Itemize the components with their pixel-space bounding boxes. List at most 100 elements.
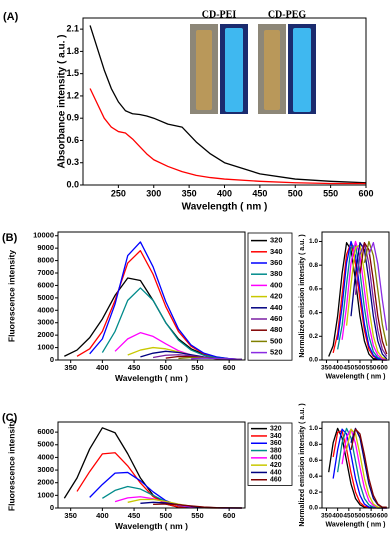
y-tick-label: 2.1 (66, 24, 79, 34)
legend-label: 320 (270, 425, 282, 432)
x-axis-label: Wavelength ( nm ) (325, 373, 385, 380)
y-tick-label: 4000 (37, 305, 54, 314)
x-tick-label: 450 (343, 364, 354, 371)
x-tick-label: 450 (343, 512, 354, 519)
y-tick-label: 1.0 (309, 425, 318, 432)
plot-frame (321, 421, 390, 509)
y-tick-label: 0.0 (309, 357, 318, 364)
y-tick-label: 0.4 (309, 309, 318, 316)
y-tick-label: 2000 (37, 330, 54, 339)
legend-label: 320 (270, 236, 283, 245)
x-tick-label: 500 (355, 512, 366, 519)
legend-label: 340 (270, 247, 283, 256)
legend-label: 420 (270, 292, 283, 301)
x-tick-label: 350 (321, 364, 332, 371)
y-tick-label: 8000 (37, 256, 54, 265)
legend-label: 400 (270, 280, 283, 289)
y-tick-label: 3000 (37, 465, 54, 474)
data-line (101, 287, 242, 361)
y-tick-label: 0.2 (309, 333, 318, 340)
x-tick-label: 450 (128, 511, 141, 520)
y-tick-label: 1.5 (66, 68, 79, 78)
legend-label: 380 (270, 447, 282, 454)
y-tick-label: 1.2 (66, 90, 79, 100)
legend-label: 340 (270, 433, 282, 440)
x-tick-label: 400 (217, 189, 232, 199)
annotation: CD-PEG (268, 9, 307, 20)
legend-label: 400 (270, 455, 282, 462)
x-tick-label: 550 (191, 511, 204, 520)
plot-frame (57, 231, 246, 361)
y-tick-label: 0.9 (66, 113, 79, 123)
legend-label: 360 (270, 258, 283, 267)
legend-label: 480 (270, 325, 283, 334)
y-tick-label: 1.0 (309, 238, 318, 245)
legend-label: 440 (270, 469, 282, 476)
data-line (89, 88, 366, 185)
x-tick-label: 300 (146, 189, 161, 199)
data-line (89, 241, 242, 361)
panel-label: (B) (2, 232, 18, 244)
y-tick-label: 5000 (37, 440, 54, 449)
y-tick-label: 1000 (37, 343, 54, 352)
legend-box (247, 422, 293, 486)
y-axis-label: Normalized emission intensity ( a.u. ) (299, 403, 306, 526)
y-tick-label: 9000 (37, 243, 54, 252)
y-axis-label: Fluorescence intensity (6, 419, 16, 511)
data-line (76, 452, 242, 509)
legend-label: 420 (270, 462, 282, 469)
y-tick-label: 0.4 (309, 473, 318, 480)
x-tick-label: 350 (182, 189, 197, 199)
x-tick-label: 400 (332, 512, 343, 519)
y-axis-label: Fluorescence intensity (6, 250, 16, 342)
x-axis-label: Wavelength ( nm ) (115, 373, 188, 383)
y-axis-label: Absorbance intensity ( a.u. ) (57, 35, 68, 169)
y-tick-label: 6000 (37, 427, 54, 436)
x-tick-label: 350 (64, 511, 77, 520)
y-tick-label: 0.6 (309, 286, 318, 293)
y-tick-label: 0.8 (309, 441, 318, 448)
x-axis-label: Wavelength ( nm ) (182, 202, 268, 213)
legend-label: 460 (270, 314, 283, 323)
x-tick-label: 500 (288, 189, 303, 199)
x-tick-label: 600 (377, 512, 388, 519)
x-tick-label: 500 (160, 363, 173, 372)
x-tick-label: 500 (355, 364, 366, 371)
y-tick-label: 3000 (37, 318, 54, 327)
x-tick-label: 550 (366, 512, 377, 519)
y-tick-label: 7000 (37, 268, 54, 277)
x-tick-label: 400 (96, 511, 109, 520)
y-tick-label: 0.8 (309, 262, 318, 269)
panel-label: (A) (3, 11, 19, 23)
y-tick-label: 1.8 (66, 46, 79, 56)
legend-label: 500 (270, 336, 283, 345)
y-tick-label: 0.3 (66, 157, 79, 167)
x-tick-label: 600 (358, 189, 373, 199)
x-axis-label: Wavelength ( nm ) (115, 521, 188, 531)
data-line (350, 242, 388, 360)
x-tick-label: 550 (191, 363, 204, 372)
legend-label: 520 (270, 348, 283, 357)
x-tick-label: 350 (321, 512, 332, 519)
y-tick-label: 2000 (37, 478, 54, 487)
vial-blue (293, 28, 311, 112)
panel-label: (C) (2, 412, 18, 424)
y-tick-label: 0.0 (309, 505, 318, 512)
y-tick-label: 0 (50, 503, 54, 512)
data-line (341, 240, 387, 361)
y-axis-label: Normalized emission intensity ( a.u. ) (299, 234, 306, 357)
data-line (336, 244, 387, 361)
x-tick-label: 550 (366, 364, 377, 371)
x-tick-label: 350 (64, 363, 77, 372)
annotation: CD-PEI (202, 9, 237, 20)
y-tick-label: 0 (50, 355, 54, 364)
x-axis-label: Wavelength ( nm ) (325, 521, 385, 528)
data-line (191, 357, 242, 361)
data-line (336, 240, 387, 361)
x-tick-label: 400 (332, 364, 343, 371)
data-line (354, 242, 388, 357)
data-line (359, 242, 388, 355)
data-line (89, 25, 367, 184)
plot-frame (57, 421, 246, 509)
